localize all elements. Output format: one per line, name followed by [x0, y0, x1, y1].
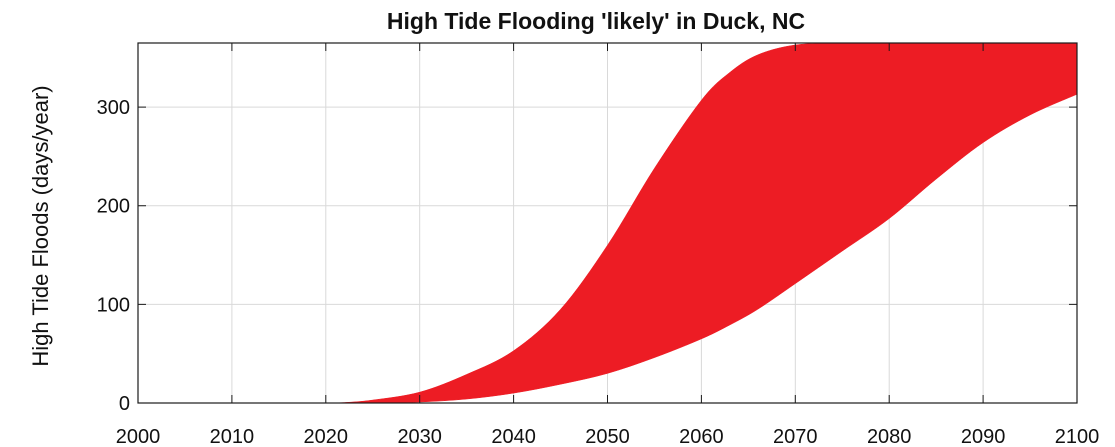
y-tick-label: 100 — [97, 294, 130, 316]
x-tick-labels: 2000 2010 2020 2030 2040 2050 2060 2070 2080 2090… — [116, 426, 1100, 447]
x-tick-label: 2020 — [304, 426, 349, 447]
x-tick-label: 2030 — [397, 426, 442, 447]
axis-ticks — [137, 43, 1078, 404]
x-tick-label: 2090 — [961, 426, 1006, 447]
x-tick-label: 2000 — [116, 426, 161, 447]
x-tick-label: 2100 — [1055, 426, 1100, 447]
x-tick-label: 2040 — [491, 426, 536, 447]
x-tick-label: 2070 — [773, 426, 818, 447]
chart-title: High Tide Flooding 'likely' in Duck, NC — [387, 8, 805, 34]
y-tick-label: 0 — [119, 393, 130, 415]
y-tick-labels: 0 100 200 300 — [97, 97, 130, 415]
y-axis-label: High Tide Floods (days/year) — [28, 85, 53, 366]
y-tick-label: 300 — [97, 97, 130, 119]
x-tick-label: 2080 — [867, 426, 912, 447]
x-tick-label: 2050 — [585, 426, 630, 447]
x-tick-label: 2010 — [210, 426, 255, 447]
y-tick-label: 200 — [97, 196, 130, 218]
x-tick-label: 2060 — [679, 426, 724, 447]
